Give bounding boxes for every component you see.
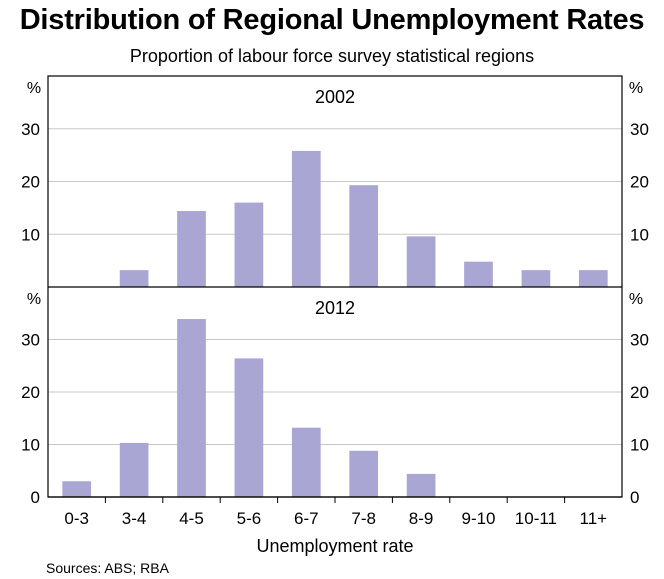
chart-title: Distribution of Regional Unemployment Ra…: [19, 4, 645, 36]
y-tick-right: 20: [630, 383, 649, 402]
y-tick-right: 10: [630, 225, 649, 244]
y-unit-right: %: [629, 291, 643, 308]
y-unit-left: %: [27, 80, 41, 97]
bar-2002-7-8: [349, 185, 379, 287]
source-note: Sources: ABS; RBA: [46, 560, 169, 576]
x-tick-label: 8-9: [409, 509, 434, 528]
y-tick-left: 30: [21, 120, 40, 139]
y-tick-right: 20: [630, 173, 649, 192]
y-unit-right: %: [629, 80, 643, 97]
bar-2012-6-7: [291, 427, 321, 497]
y-tick-left: 20: [21, 383, 40, 402]
bar-2012-7-8: [349, 450, 379, 497]
x-tick-label: 7-8: [351, 509, 376, 528]
bar-2002-6-7: [291, 150, 321, 287]
y-unit-left: %: [27, 291, 41, 308]
bar-2012-0-3: [62, 481, 92, 497]
x-tick-label: 9-10: [461, 509, 495, 528]
y-tick-left: 30: [21, 331, 40, 350]
x-tick-label: 6-7: [294, 509, 319, 528]
bar-2012-4-5: [177, 319, 206, 497]
y-tick-right: 0: [630, 488, 639, 507]
y-tick-left: 20: [21, 173, 40, 192]
bar-2002-10-11: [521, 270, 551, 287]
bar-2012-8-9: [406, 473, 436, 497]
bar-2002-5-6: [234, 202, 264, 287]
x-tick-label: 11+: [580, 509, 608, 528]
x-tick-label: 5-6: [237, 509, 262, 528]
y-tick-left: 10: [21, 436, 40, 455]
y-tick-right: 30: [630, 331, 649, 350]
x-tick-label: 3-4: [122, 509, 147, 528]
x-tick-label: 0-3: [64, 509, 89, 528]
bar-2002-3-4: [119, 270, 149, 287]
chart-subtitle: Proportion of labour force survey statis…: [129, 46, 535, 66]
bar-2012-3-4: [119, 442, 149, 497]
x-tick-label: 4-5: [179, 509, 204, 528]
y-tick-left: 0: [31, 488, 40, 507]
bar-2002-9-10: [464, 261, 493, 287]
panel-label-2012: 2012: [315, 298, 355, 318]
x-tick-label: 10-11: [515, 509, 557, 528]
bar-2012-5-6: [234, 358, 264, 497]
panel-label-2002: 2002: [315, 87, 355, 107]
y-tick-right: 30: [630, 120, 649, 139]
bar-2002-4-5: [177, 211, 206, 287]
bar-2002-11+: [578, 270, 608, 287]
y-tick-right: 10: [630, 436, 649, 455]
bar-2002-8-9: [406, 236, 436, 287]
y-tick-left: 10: [21, 225, 40, 244]
x-axis-title: Unemployment rate: [256, 536, 413, 556]
